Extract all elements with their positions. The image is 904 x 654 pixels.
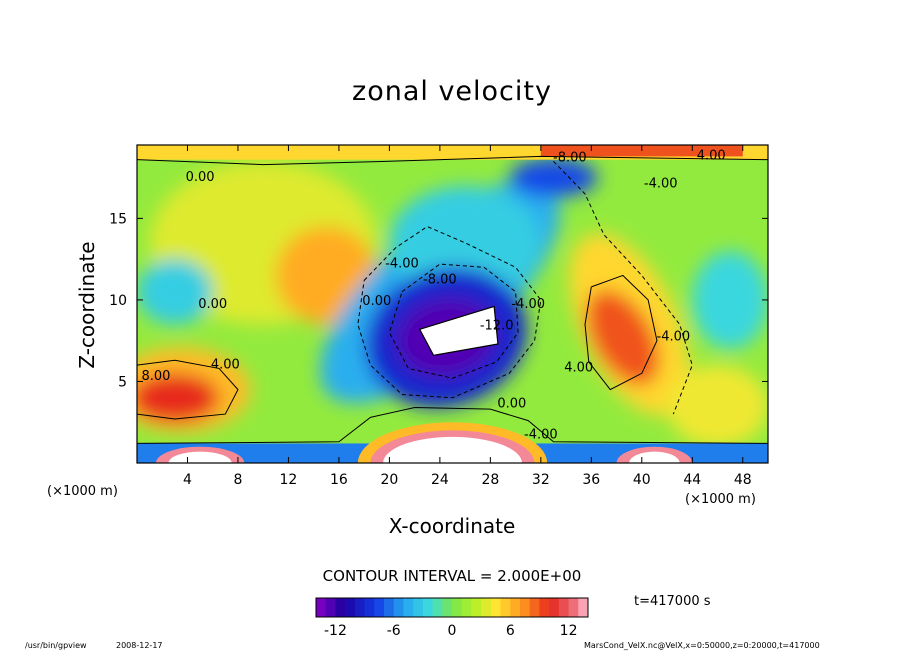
colorbar-tick-label: 12 bbox=[560, 623, 578, 639]
left-mid-negative bbox=[137, 259, 213, 325]
colorbar-segment bbox=[510, 598, 521, 617]
contour-interval-label: CONTOUR INTERVAL = 2.000E+00 bbox=[322, 567, 582, 585]
contour-lines bbox=[137, 155, 768, 444]
contour-label: 0.00 bbox=[198, 297, 227, 312]
contour-label: -8.00 bbox=[553, 150, 587, 165]
contour-plus4-right bbox=[584, 274, 658, 391]
contour-label: 0.00 bbox=[362, 294, 391, 309]
colorbar-segment bbox=[374, 598, 385, 617]
colorbar-segment bbox=[539, 598, 550, 617]
y-tick-label: 10 bbox=[109, 293, 127, 309]
contour-label: -8.00 bbox=[423, 273, 457, 288]
colorbar-segment bbox=[422, 598, 434, 617]
contour-top-layer bbox=[137, 155, 768, 166]
colorbar-tick-label: 0 bbox=[448, 623, 457, 639]
colorbar-segment bbox=[558, 598, 570, 617]
lower-right-positive bbox=[667, 365, 768, 447]
colorbar-segment bbox=[461, 598, 472, 617]
x-tick-label: 32 bbox=[532, 472, 550, 488]
contour-bottom-layer bbox=[137, 407, 768, 444]
x-tick-label: 44 bbox=[683, 472, 701, 488]
colorbar-segment bbox=[490, 598, 502, 617]
y-axis-unit: (×1000 m) bbox=[47, 484, 118, 499]
data-file-spec: MarsCond_VelX.nc@VelX,x=0:50000,z=0:2000… bbox=[584, 641, 820, 650]
x-ticks: 4 8 12 16 20 24 28 32 36 40 44 48 bbox=[183, 145, 752, 488]
program-path: /usr/bin/gpview bbox=[25, 641, 87, 650]
contour-label: -12.0 bbox=[480, 318, 514, 333]
contour-label: -4.00 bbox=[524, 428, 558, 443]
colorbar-segment bbox=[364, 598, 375, 617]
x-tick-label: 28 bbox=[481, 472, 499, 488]
y-ticks: 5 10 15 bbox=[109, 211, 768, 390]
contour-plus4-left bbox=[137, 359, 239, 420]
x-axis-label: X-coordinate bbox=[388, 514, 516, 538]
x-tick-label: 12 bbox=[280, 472, 298, 488]
x-tick-label: 4 bbox=[183, 472, 192, 488]
right-upper-negative bbox=[692, 250, 768, 349]
contour-label: 0.00 bbox=[497, 397, 526, 412]
colorbar-segment bbox=[578, 598, 589, 617]
contour-labels: -8.00 -8.00 4.00 -4.00 0.00 -4.00 0.00 0.00 -4.0… bbox=[141, 149, 725, 443]
plot-frame bbox=[136, 144, 769, 464]
chart-title: zonal velocity bbox=[352, 76, 552, 107]
colorbar-segment bbox=[452, 598, 463, 617]
contour-minus4-right bbox=[553, 160, 693, 415]
colorbar-segment bbox=[568, 598, 579, 617]
colorbar-tick-label: 6 bbox=[506, 623, 515, 639]
contour-minus8 bbox=[388, 263, 519, 379]
velocity-field bbox=[137, 145, 768, 463]
bottom-left-core-inner bbox=[168, 451, 232, 463]
negative-saturated-core bbox=[418, 305, 499, 357]
colorbar-segment bbox=[549, 598, 560, 617]
contour-label: 4.00 bbox=[564, 361, 593, 376]
colorbar-segment bbox=[384, 598, 395, 617]
time-label: t=417000 s bbox=[634, 594, 711, 609]
contour-label: 0.00 bbox=[186, 170, 215, 185]
contour-label: 4.00 bbox=[211, 357, 240, 372]
colorbar-segment bbox=[481, 598, 492, 617]
x-tick-label: 36 bbox=[582, 472, 600, 488]
colorbar-segment bbox=[335, 598, 346, 617]
contour-label: -4.00 bbox=[511, 297, 545, 312]
colorbar-segment bbox=[520, 598, 531, 617]
contour-label: 4.00 bbox=[697, 149, 726, 164]
bottom-cores bbox=[155, 422, 693, 463]
x-tick-label: 40 bbox=[633, 472, 651, 488]
x-tick-label: 8 bbox=[233, 472, 242, 488]
colorbar-segment bbox=[471, 598, 482, 617]
bottom-positive-core bbox=[383, 436, 522, 463]
contour-label: -4.00 bbox=[657, 330, 691, 345]
colorbar-segment bbox=[345, 598, 356, 617]
colorbar-segment bbox=[529, 598, 540, 617]
x-axis-unit: (×1000 m) bbox=[685, 492, 756, 507]
y-tick-label: 5 bbox=[118, 374, 127, 390]
colorbar-segment bbox=[354, 598, 366, 617]
right-jet-core bbox=[586, 289, 660, 385]
upper-negative bbox=[389, 185, 541, 300]
colorbar-segment bbox=[403, 598, 414, 617]
contour-label: -4.00 bbox=[644, 176, 678, 191]
x-tick-label: 24 bbox=[431, 472, 449, 488]
colorbar-segment bbox=[500, 598, 511, 617]
left-jet-core bbox=[137, 373, 220, 423]
y-tick-label: 15 bbox=[109, 211, 127, 227]
contour-label: -4.00 bbox=[385, 256, 419, 271]
colorbar-tick-label: -6 bbox=[387, 623, 401, 639]
colorbar-segment bbox=[442, 598, 453, 617]
colorbar-segment bbox=[393, 598, 404, 617]
colorbar: -12 -6 0 6 12 bbox=[315, 597, 589, 639]
colorbar-segment bbox=[325, 598, 336, 617]
contour-label: 8.00 bbox=[141, 369, 170, 384]
x-tick-label: 16 bbox=[330, 472, 348, 488]
colorbar-segment bbox=[316, 598, 327, 617]
x-tick-label: 20 bbox=[380, 472, 398, 488]
colorbar-segment bbox=[432, 598, 443, 617]
colorbar-tick-label: -12 bbox=[324, 623, 347, 639]
x-tick-label: 48 bbox=[734, 472, 752, 488]
program-date: 2008-12-17 bbox=[116, 641, 163, 650]
colorbar-segment bbox=[413, 598, 424, 617]
top-negative bbox=[509, 158, 598, 198]
colorbar-frame bbox=[315, 597, 589, 618]
